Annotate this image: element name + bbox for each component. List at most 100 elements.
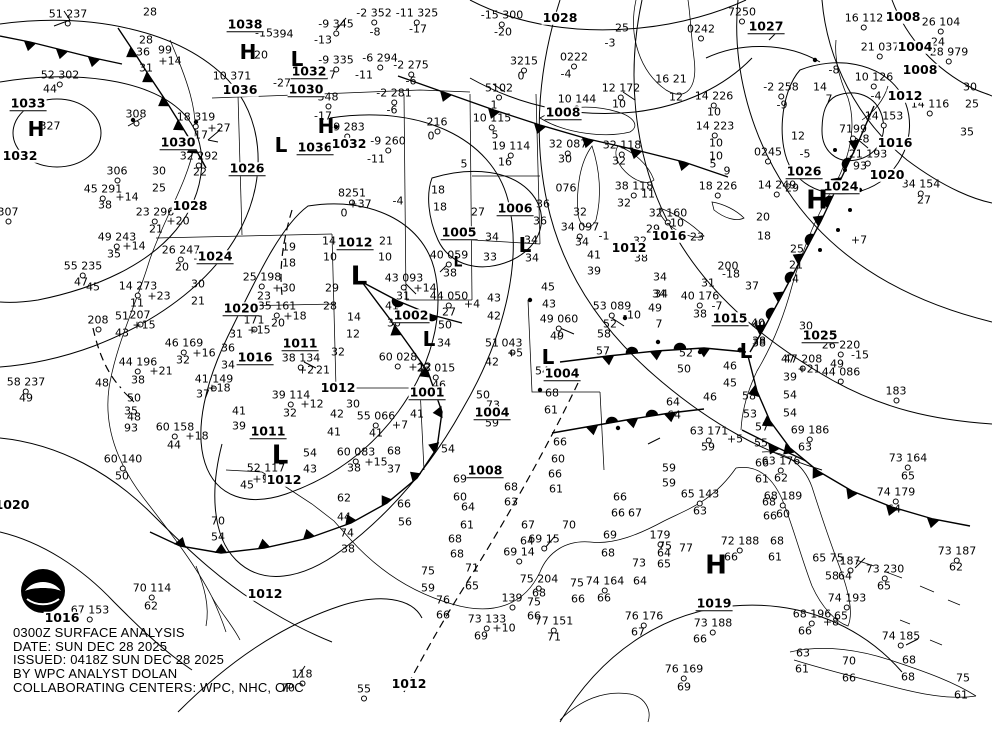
station-plot: 73 133 <box>467 612 507 632</box>
station-plot: 48 <box>127 410 141 424</box>
station-plot: 67 <box>631 625 645 639</box>
title-line: BY WPC ANALYST DOLAN <box>13 665 178 681</box>
station-plot: 66 <box>527 609 541 623</box>
station-plot: +21 <box>149 364 173 378</box>
station-plot: 10 <box>378 250 392 264</box>
low-pressure-center: L <box>739 339 753 363</box>
station-plot: +15 <box>132 318 156 332</box>
station-plot: 49 <box>830 357 844 371</box>
station-plot: 77 <box>679 541 693 555</box>
station-plot: 50 <box>115 469 129 483</box>
station-plot: 7 <box>825 92 833 106</box>
station-plot: 26 220 <box>821 338 861 358</box>
isobar-label: 1030 <box>159 134 197 150</box>
station-plot: 54 <box>783 406 797 420</box>
station-plot: 66 <box>553 435 567 449</box>
station-plot: -8 <box>369 25 381 39</box>
isobar-label: 1008 <box>901 61 939 77</box>
station-plot: 14 273 <box>118 279 158 299</box>
station-plot: 63 176 <box>761 454 801 474</box>
station-plot: 36 <box>536 197 550 211</box>
station-plot: 45 <box>541 280 555 294</box>
station-plot: 9 <box>723 164 731 178</box>
station-plot: 65 <box>901 469 915 483</box>
station-plot: 31 <box>229 327 243 341</box>
station-plot: 69 14 <box>503 545 535 565</box>
isobar-label: 1032 <box>290 63 328 79</box>
station-plot: 20 <box>271 316 285 330</box>
station-plot: 32 <box>617 196 631 210</box>
station-plot: 118 <box>291 667 313 687</box>
station-plot: 41 <box>410 407 424 421</box>
station-plot: 93 <box>124 421 138 435</box>
station-plot: 10 <box>323 250 337 264</box>
station-plot: 35 161 <box>257 299 297 319</box>
station-plot: 200 <box>717 259 739 273</box>
station-plot: -7 <box>711 299 723 313</box>
station-plot: -1 <box>598 229 610 243</box>
station-plot: 68 <box>532 586 546 600</box>
station-plot: 59 <box>662 461 676 475</box>
station-plot: 51 237 <box>48 7 88 27</box>
station-plot: 51 <box>115 309 129 323</box>
station-plot: 60 <box>453 490 467 504</box>
station-plot: 38 <box>752 336 766 350</box>
station-plot: 45 291 <box>83 182 123 202</box>
station-plot: -9 260 <box>370 134 406 154</box>
station-plot: 52 <box>679 346 693 360</box>
station-plot: 44 <box>167 438 181 452</box>
isobar-label: 1025 <box>801 327 839 343</box>
station-plot: 65 <box>465 579 479 593</box>
station-plot: 73 187 <box>937 544 977 564</box>
station-plot: 66 <box>611 506 625 520</box>
station-plot: -11 <box>367 152 385 166</box>
station-plot: 74 193 <box>827 591 867 611</box>
station-plot: 68 <box>448 532 462 546</box>
station-plot: 69 186 <box>790 423 830 443</box>
station-plot: 60 <box>776 507 790 521</box>
station-plot: 46 <box>703 390 717 404</box>
station-plot: 68 <box>902 653 916 667</box>
station-plot: 66 <box>548 467 562 481</box>
station-plot: +16 <box>192 346 216 360</box>
isobar-label: 1036 <box>296 139 334 155</box>
isobar-label: 1016 <box>650 227 688 243</box>
station-plot: 22 <box>193 165 207 179</box>
station-plot: 42 <box>487 309 501 323</box>
title-line: 0300Z SURFACE ANALYSIS <box>13 625 185 640</box>
station-plot: 68 <box>770 534 784 548</box>
station-plot: -17 <box>409 22 427 36</box>
station-plot: 40 <box>751 316 765 330</box>
station-plot: 74 179 <box>876 485 916 505</box>
station-plot: 25 <box>152 181 166 195</box>
station-plot: 38 <box>98 198 112 212</box>
station-plot: 69 <box>474 629 488 643</box>
station-plot: 37 <box>196 387 210 401</box>
station-plot: -6 294 <box>362 51 398 71</box>
station-plot: 61 <box>549 482 563 496</box>
station-plot: 66 <box>397 497 411 511</box>
station-plot: 47 <box>781 352 795 366</box>
station-plot: 16 112 <box>844 11 884 31</box>
station-plot: 24 <box>931 35 945 49</box>
station-plot: 69 <box>677 680 691 694</box>
station-plot: 59 <box>662 476 676 490</box>
station-plot: 54 <box>303 446 317 460</box>
station-plot: 38 <box>693 307 707 321</box>
station-plot: 30 <box>558 152 572 166</box>
station-plot: 62 <box>144 599 158 613</box>
station-plot: 63 <box>504 495 518 509</box>
station-plot: 71 <box>465 561 479 575</box>
station-plot: 51 <box>485 336 499 350</box>
station-plot: 14 <box>347 310 361 324</box>
station-plot: 64 <box>657 546 671 560</box>
station-plot: 27 <box>917 193 931 207</box>
station-plot: 7 <box>655 317 663 331</box>
station-plot: 26 247 <box>161 243 201 263</box>
station-plot: 31 <box>701 276 715 290</box>
isobar-label: 1026 <box>785 163 823 179</box>
title-line: DATE: SUN DEC 28 2025 <box>13 638 168 654</box>
station-plot: 17 <box>194 128 208 142</box>
isobar-label: 1012 <box>886 87 924 103</box>
station-plot: 44 196 <box>118 355 158 375</box>
